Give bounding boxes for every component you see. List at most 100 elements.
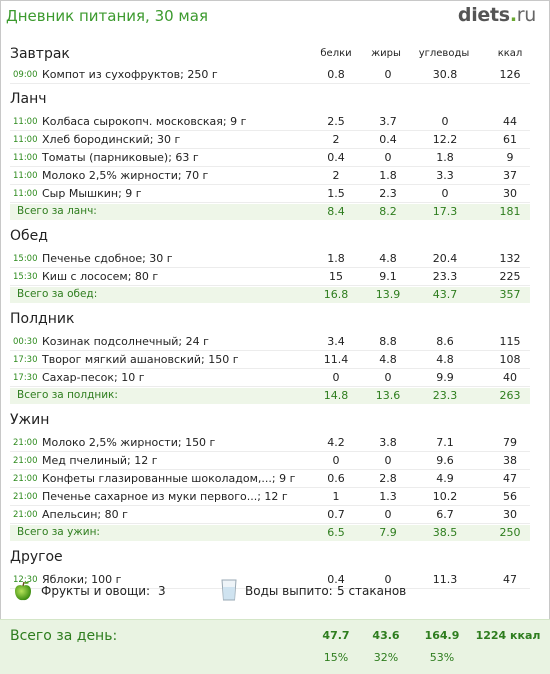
food-kcal: 61 bbox=[503, 133, 517, 146]
food-protein: 0.8 bbox=[327, 68, 345, 81]
total-protein: 16.8 bbox=[323, 288, 349, 301]
day-pct-fat: 32% bbox=[373, 651, 399, 664]
food-row[interactable]: 21:00 Мед пчелиный; 12 г 0 0 9.6 38 bbox=[10, 452, 530, 470]
food-kcal: 30 bbox=[503, 187, 517, 200]
extras-bar: Фрукты и овощи: 3 Воды выпито: 5 стакано… bbox=[0, 578, 550, 606]
food-row[interactable]: 21:00 Молоко 2,5% жирности; 150 г 4.2 3.8 7.… bbox=[10, 434, 530, 452]
food-name: Яблоки; 100 г bbox=[42, 573, 122, 586]
day-total-fat: 43.6 bbox=[372, 629, 400, 642]
food-fat: 2.8 bbox=[379, 472, 397, 485]
food-row[interactable]: 15:30 Киш с лососем; 80 г 15 9.1 23.3 225 bbox=[10, 268, 530, 286]
food-name: Молоко 2,5% жирности; 70 г bbox=[42, 169, 209, 182]
food-name: Сыр Мышкин; 9 г bbox=[42, 187, 142, 200]
food-time: 11:00 bbox=[13, 117, 38, 127]
food-row[interactable]: 11:00 Колбаса сырокопч. московская; 9 г 2.… bbox=[10, 113, 530, 131]
food-kcal: 108 bbox=[499, 353, 521, 366]
section-total-row: Всего за ланч: 8.4 8.2 17.3 181 bbox=[10, 204, 530, 220]
food-row[interactable]: 12:30 Яблоки; 100 г 0.4 0 11.3 47 bbox=[10, 571, 530, 589]
food-carbs: 23.3 bbox=[432, 270, 458, 283]
food-protein: 15 bbox=[329, 270, 343, 283]
section-title: Ужин bbox=[10, 412, 50, 428]
food-row[interactable]: 11:00 Сыр Мышкин; 9 г 1.5 2.3 0 30 bbox=[10, 185, 530, 203]
food-row[interactable]: 21:00 Апельсин; 80 г 0.7 0 6.7 30 bbox=[10, 506, 530, 524]
food-protein: 0 bbox=[332, 454, 340, 467]
food-kcal: 79 bbox=[503, 436, 517, 449]
food-kcal: 40 bbox=[503, 371, 517, 384]
food-protein: 0.4 bbox=[327, 151, 345, 164]
section-title: Другое bbox=[10, 549, 63, 565]
food-carbs: 0 bbox=[441, 187, 449, 200]
food-time: 11:00 bbox=[13, 171, 38, 181]
food-row[interactable]: 17:30 Творог мягкий ашановский; 150 г 11.4… bbox=[10, 351, 530, 369]
section-total-label: Всего за обед: bbox=[17, 288, 98, 300]
total-fat: 7.9 bbox=[379, 526, 397, 539]
column-carbs: углеводы bbox=[418, 48, 470, 59]
logo-dot: . bbox=[509, 4, 517, 26]
food-kcal: 44 bbox=[503, 115, 517, 128]
food-time: 17:30 bbox=[13, 355, 38, 365]
food-fat: 1.8 bbox=[379, 169, 397, 182]
food-time: 21:00 bbox=[13, 510, 38, 520]
section-total-row: Всего за полдник: 14.8 13.6 23.3 263 bbox=[10, 388, 530, 404]
food-kcal: 37 bbox=[503, 169, 517, 182]
food-name: Колбаса сырокопч. московская; 9 г bbox=[42, 115, 247, 128]
apple-icon bbox=[15, 581, 31, 601]
food-carbs: 10.2 bbox=[432, 490, 458, 503]
day-pct-carbs: 53% bbox=[429, 651, 455, 664]
food-time: 11:00 bbox=[13, 153, 38, 163]
food-name: Печенье сдобное; 30 г bbox=[42, 252, 173, 265]
food-kcal: 47 bbox=[503, 573, 517, 586]
table-header: Завтрак белки жиры углеводы ккал bbox=[0, 46, 550, 66]
food-protein: 2 bbox=[332, 169, 340, 182]
food-time: 09:00 bbox=[13, 70, 38, 80]
food-protein: 4.2 bbox=[327, 436, 345, 449]
food-carbs: 0 bbox=[441, 115, 449, 128]
food-row[interactable]: 17:30 Сахар-песок; 10 г 0 0 9.9 40 bbox=[10, 369, 530, 387]
total-fat: 8.2 bbox=[379, 205, 397, 218]
food-name: Хлеб бородинский; 30 г bbox=[42, 133, 181, 146]
food-name: Творог мягкий ашановский; 150 г bbox=[42, 353, 239, 366]
total-carbs: 23.3 bbox=[432, 389, 458, 402]
section-total-label: Всего за ужин: bbox=[17, 526, 100, 538]
food-time: 21:00 bbox=[13, 438, 38, 448]
food-protein: 1.8 bbox=[327, 252, 345, 265]
food-fat: 3.7 bbox=[379, 115, 397, 128]
food-row[interactable]: 11:00 Хлеб бородинский; 30 г 2 0.4 12.2 61 bbox=[10, 131, 530, 149]
day-total-label: Всего за день: bbox=[10, 628, 118, 644]
total-fat: 13.6 bbox=[375, 389, 401, 402]
food-fat: 0.4 bbox=[379, 133, 397, 146]
day-total-kcal: 1224 ккал bbox=[475, 629, 541, 642]
food-row[interactable]: 21:00 Конфеты глазированные шоколадом,...… bbox=[10, 470, 530, 488]
food-time: 11:00 bbox=[13, 135, 38, 145]
food-name: Томаты (парниковые); 63 г bbox=[42, 151, 199, 164]
food-row[interactable]: 00:30 Козинак подсолнечный; 24 г 3.4 8.8 8.6… bbox=[10, 333, 530, 351]
food-row[interactable]: 11:00 Молоко 2,5% жирности; 70 г 2 1.8 3.3 37 bbox=[10, 167, 530, 185]
food-row[interactable]: 21:00 Печенье сахарное из муки первого...… bbox=[10, 488, 530, 506]
food-fat: 1.3 bbox=[379, 490, 397, 503]
food-kcal: 225 bbox=[499, 270, 521, 283]
food-kcal: 132 bbox=[499, 252, 521, 265]
food-carbs: 4.9 bbox=[436, 472, 454, 485]
food-row[interactable]: 11:00 Томаты (парниковые); 63 г 0.4 0 1.8 9 bbox=[10, 149, 530, 167]
site-logo[interactable]: diets.ru bbox=[458, 4, 536, 26]
section-title: Обед bbox=[10, 228, 48, 244]
food-name: Сахар-песок; 10 г bbox=[42, 371, 145, 384]
food-kcal: 38 bbox=[503, 454, 517, 467]
column-fat: жиры bbox=[371, 48, 401, 59]
section-title: Ланч bbox=[10, 91, 47, 107]
page-title: Дневник питания, 30 мая bbox=[6, 7, 208, 25]
food-protein: 0 bbox=[332, 371, 340, 384]
food-protein: 2 bbox=[332, 133, 340, 146]
food-time: 21:00 bbox=[13, 456, 38, 466]
total-fat: 13.9 bbox=[375, 288, 401, 301]
food-name: Печенье сахарное из муки первого...; 12 … bbox=[42, 490, 288, 503]
food-name: Конфеты глазированные шоколадом,...; 9 г bbox=[42, 472, 296, 485]
food-row[interactable]: 09:00 Компот из сухофруктов; 250 г 0.8 0 30.… bbox=[10, 66, 530, 84]
food-fat: 0 bbox=[384, 573, 392, 586]
food-carbs: 4.8 bbox=[436, 353, 454, 366]
day-pct-protein: 15% bbox=[323, 651, 349, 664]
food-protein: 11.4 bbox=[323, 353, 349, 366]
food-row[interactable]: 15:00 Печенье сдобное; 30 г 1.8 4.8 20.4 132 bbox=[10, 250, 530, 268]
food-protein: 0.6 bbox=[327, 472, 345, 485]
food-carbs: 9.9 bbox=[436, 371, 454, 384]
